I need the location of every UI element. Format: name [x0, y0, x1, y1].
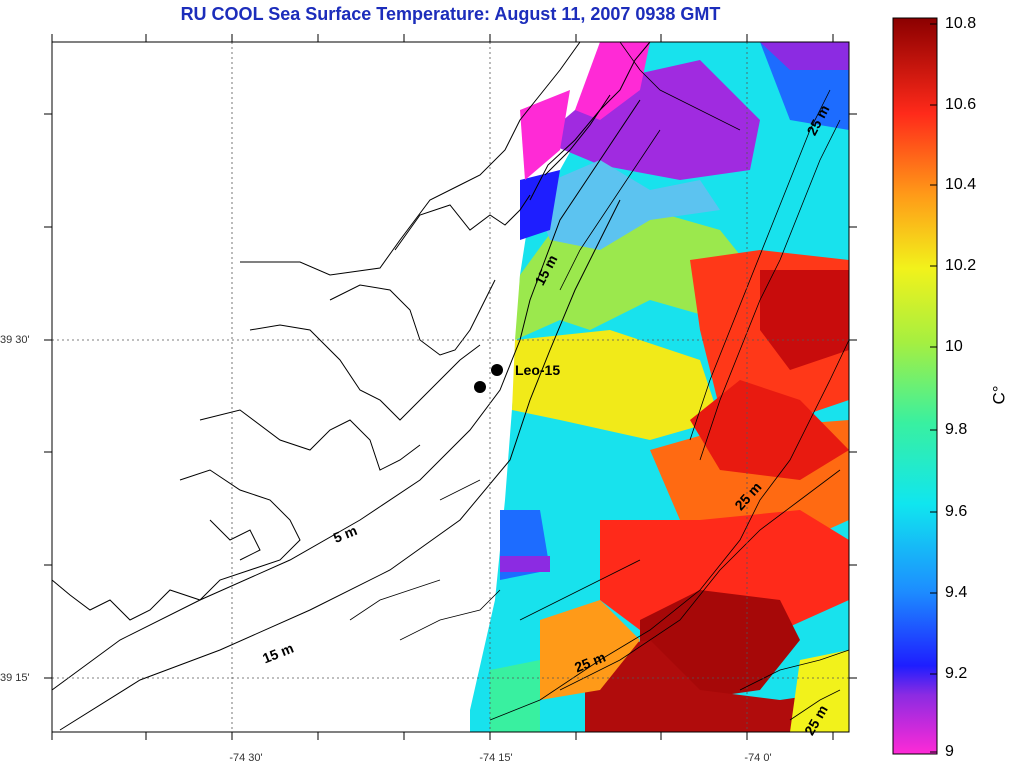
colorbar-tick-label: 9.8 — [945, 421, 968, 438]
colorbar-gradient — [892, 17, 938, 755]
colorbar-tick-label: 9.6 — [945, 503, 968, 520]
temperature-grid — [470, 42, 849, 732]
colorbar-tick-label: 10.6 — [945, 96, 977, 113]
isobaths — [349, 41, 850, 721]
station-marker-secondary — [474, 381, 486, 393]
longitude-label-74-15: -74 15' — [479, 752, 513, 764]
map-title: RU COOL Sea Surface Temperature: August … — [180, 4, 721, 24]
latitude-label-39-30: 39 30' — [0, 334, 30, 346]
graticule — [52, 42, 849, 732]
latitude-label-39-15: 39 15' — [0, 672, 30, 684]
colorbar-tick-label: 9 — [945, 743, 954, 760]
colorbar-tick-label: 10.2 — [945, 257, 977, 274]
colorbar-tick-label: 9.4 — [945, 584, 968, 601]
station-marker-leo15 — [491, 364, 503, 376]
colorbar-unit-label: C° — [989, 385, 1009, 405]
station-label-leo15: Leo-15 — [515, 362, 561, 378]
coastline — [51, 41, 651, 731]
colorbar-tick-label: 10.8 — [945, 15, 977, 32]
longitude-label-74-0: -74 0' — [744, 752, 772, 764]
colorbar-tick-label: 10.4 — [945, 176, 977, 193]
map-border — [51, 41, 850, 733]
longitude-label-74-30: -74 30' — [229, 752, 263, 764]
axis-ticks — [44, 34, 857, 740]
colorbar-tick-marks — [930, 23, 937, 753]
colorbar-tick-label: 10 — [945, 338, 963, 355]
colorbar-tick-label: 9.2 — [945, 665, 968, 682]
